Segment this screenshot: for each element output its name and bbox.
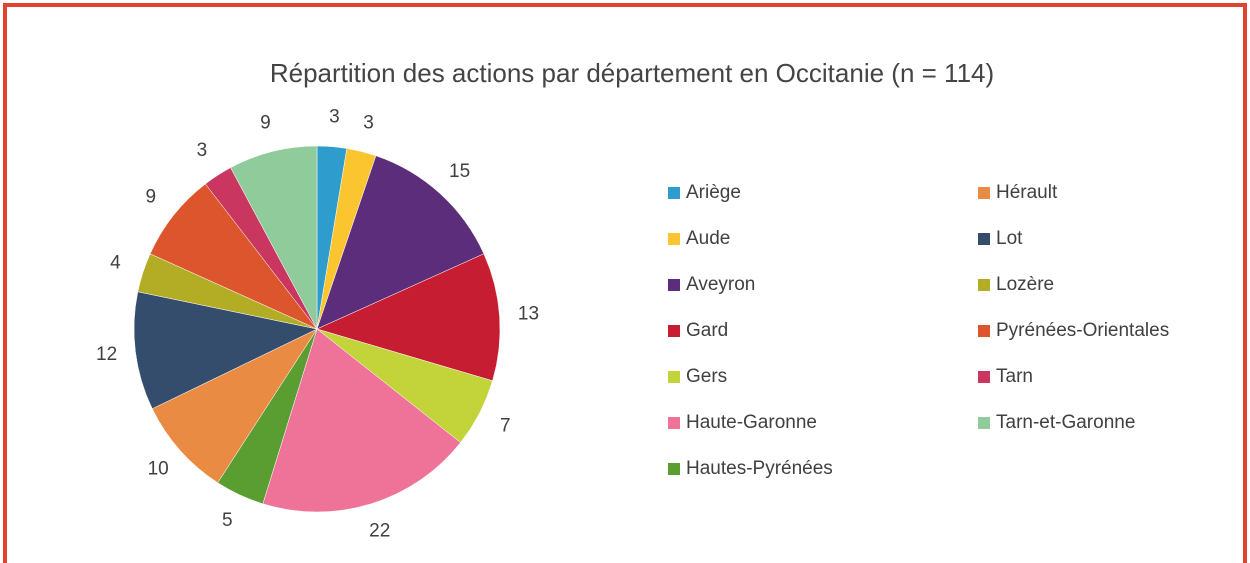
legend-label: Aveyron — [686, 274, 755, 295]
legend-label: Gard — [686, 320, 728, 341]
data-label: 22 — [369, 521, 390, 542]
legend-swatch — [978, 371, 990, 383]
legend-label: Hautes-Pyrénées — [686, 458, 833, 479]
data-label: 13 — [518, 304, 539, 325]
legend-swatch — [978, 279, 990, 291]
legend-swatch — [668, 279, 680, 291]
legend-label: Tarn-et-Garonne — [996, 412, 1135, 433]
legend-swatch — [668, 325, 680, 337]
data-label: 15 — [449, 161, 470, 182]
legend-swatch — [668, 187, 680, 199]
legend-label: Hérault — [996, 182, 1058, 203]
data-label: 5 — [222, 510, 233, 531]
pie-slice — [316, 253, 501, 382]
legend-label: Aude — [686, 228, 730, 249]
data-label: 3 — [197, 140, 208, 161]
pie-slice — [262, 328, 461, 513]
data-label: 12 — [96, 344, 117, 365]
pie-slice — [230, 145, 318, 330]
legend-label: Lozère — [996, 274, 1054, 295]
data-label: 4 — [110, 253, 121, 274]
legend-swatch — [978, 233, 990, 245]
legend-label: Lot — [996, 228, 1023, 249]
legend-label: Gers — [686, 366, 727, 387]
chart-title: Répartition des actions par département … — [270, 58, 994, 88]
data-label: 3 — [329, 107, 340, 128]
legend-swatch — [668, 371, 680, 383]
legend-swatch — [978, 187, 990, 199]
legend-swatch — [668, 463, 680, 475]
frame — [3, 3, 1247, 563]
pie-slice — [316, 155, 485, 330]
legend-label: Pyrénées-Orientales — [996, 320, 1169, 341]
data-label: 10 — [148, 458, 169, 479]
pie-slice — [151, 328, 318, 484]
legend-swatch — [978, 325, 990, 337]
legend-label: Tarn — [996, 366, 1033, 387]
pie-slice — [133, 291, 318, 410]
data-label: 9 — [145, 186, 156, 207]
legend-label: Haute-Garonne — [686, 412, 817, 433]
legend-swatch — [668, 233, 680, 245]
data-label: 7 — [500, 416, 511, 437]
legend-label: Ariège — [686, 182, 741, 203]
legend-swatch — [978, 417, 990, 429]
data-label: 9 — [260, 112, 271, 133]
data-label: 3 — [363, 112, 374, 133]
legend-swatch — [668, 417, 680, 429]
